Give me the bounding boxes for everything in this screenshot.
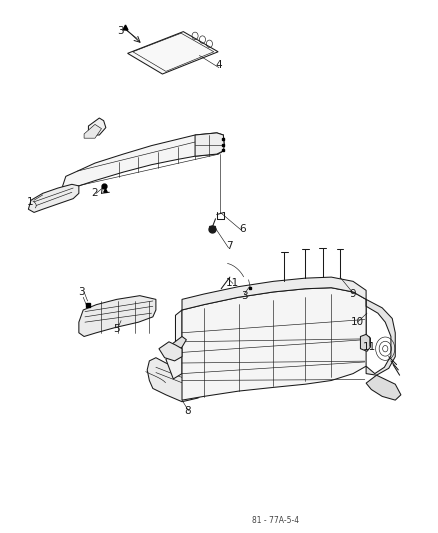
Text: 10: 10 (351, 317, 364, 327)
Polygon shape (28, 184, 79, 213)
Text: 4: 4 (215, 60, 223, 70)
Text: 2: 2 (92, 188, 98, 198)
Text: 3: 3 (117, 26, 124, 36)
Polygon shape (166, 336, 186, 352)
Polygon shape (195, 133, 224, 156)
Polygon shape (366, 375, 401, 400)
Polygon shape (127, 31, 218, 74)
Text: 81 - 77A-5-4: 81 - 77A-5-4 (252, 516, 299, 525)
Polygon shape (166, 310, 182, 379)
Polygon shape (88, 118, 106, 135)
Text: 3: 3 (241, 290, 247, 301)
Polygon shape (62, 133, 224, 190)
Text: 3: 3 (78, 287, 85, 297)
Polygon shape (159, 342, 182, 361)
Polygon shape (182, 288, 366, 400)
Polygon shape (84, 124, 102, 138)
Text: 7: 7 (226, 241, 233, 252)
Text: 9: 9 (350, 289, 357, 299)
Text: 6: 6 (240, 224, 246, 235)
Polygon shape (360, 334, 371, 351)
Text: 1: 1 (26, 197, 33, 207)
Text: 11: 11 (363, 342, 376, 352)
Polygon shape (366, 300, 395, 375)
Polygon shape (79, 296, 156, 336)
Polygon shape (147, 358, 205, 402)
Polygon shape (182, 277, 366, 310)
Text: 5: 5 (113, 324, 120, 334)
Text: 11: 11 (226, 278, 239, 288)
Text: 8: 8 (184, 406, 191, 416)
